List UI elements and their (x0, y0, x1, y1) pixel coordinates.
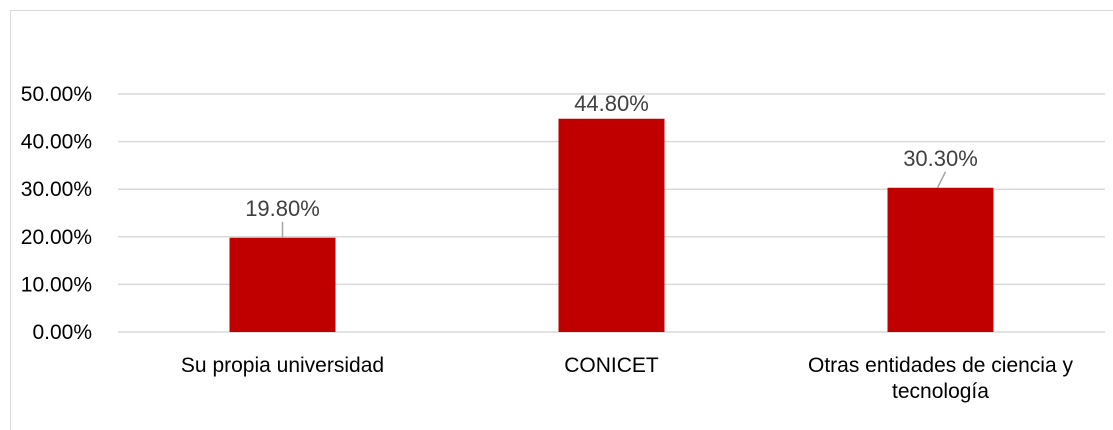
category-label-2-line-0: Otras entidades de ciencia y (808, 354, 1073, 377)
data-label-0: 19.80% (245, 196, 320, 221)
bar-1 (558, 118, 665, 332)
y-tick-label-2: 20.00% (21, 226, 92, 249)
bar-0 (229, 237, 336, 332)
y-tick-label-4: 40.00% (21, 131, 92, 154)
y-tick-label-1: 10.00% (21, 273, 92, 296)
data-label-2: 30.30% (903, 146, 978, 171)
data-label-1: 44.80% (574, 91, 649, 116)
category-label-2-line-1: tecnología (892, 380, 989, 403)
category-label-0: Su propia universidad (181, 354, 384, 377)
category-label-1: CONICET (564, 354, 659, 377)
bar-2 (887, 187, 994, 332)
y-tick-label-5: 50.00% (21, 83, 92, 106)
leader-line-2 (936, 171, 947, 189)
y-tick-label-0: 0.00% (32, 321, 92, 344)
y-tick-label-3: 30.00% (21, 178, 92, 201)
